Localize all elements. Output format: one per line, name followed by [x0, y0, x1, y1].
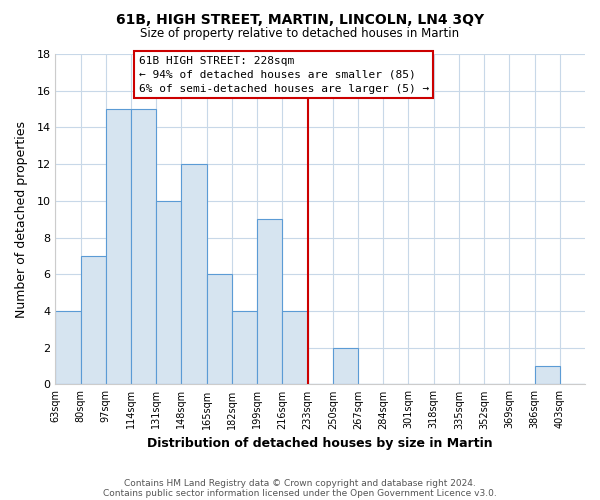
- Bar: [131, 109, 156, 384]
- Bar: [206, 274, 232, 384]
- Bar: [181, 164, 206, 384]
- Bar: [106, 109, 131, 384]
- Bar: [535, 366, 560, 384]
- Bar: [333, 348, 358, 385]
- Bar: [283, 311, 308, 384]
- Y-axis label: Number of detached properties: Number of detached properties: [15, 120, 28, 318]
- Bar: [156, 201, 181, 384]
- Bar: [257, 219, 283, 384]
- Text: Contains public sector information licensed under the Open Government Licence v3: Contains public sector information licen…: [103, 488, 497, 498]
- Text: 61B, HIGH STREET, MARTIN, LINCOLN, LN4 3QY: 61B, HIGH STREET, MARTIN, LINCOLN, LN4 3…: [116, 12, 484, 26]
- Text: Size of property relative to detached houses in Martin: Size of property relative to detached ho…: [140, 28, 460, 40]
- Text: Contains HM Land Registry data © Crown copyright and database right 2024.: Contains HM Land Registry data © Crown c…: [124, 478, 476, 488]
- Bar: [80, 256, 106, 384]
- X-axis label: Distribution of detached houses by size in Martin: Distribution of detached houses by size …: [148, 437, 493, 450]
- Bar: [55, 311, 80, 384]
- Text: 61B HIGH STREET: 228sqm
← 94% of detached houses are smaller (85)
6% of semi-det: 61B HIGH STREET: 228sqm ← 94% of detache…: [139, 56, 429, 94]
- Bar: [232, 311, 257, 384]
